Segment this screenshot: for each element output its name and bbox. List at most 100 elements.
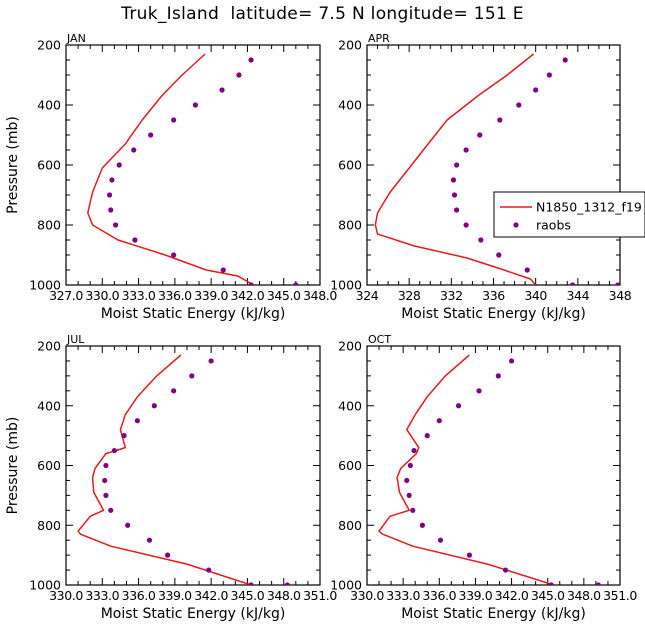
x-tick-label: 330.0: [350, 588, 384, 603]
raob-point: [236, 72, 242, 78]
raob-point: [455, 403, 462, 409]
raob-point: [404, 477, 410, 484]
x-tick-label: 342.0: [495, 588, 529, 603]
x-tick-label: 340: [524, 288, 547, 303]
model-line: [77, 354, 252, 585]
y-tick-label: 400: [338, 98, 362, 113]
x-tick-label: 328: [398, 288, 421, 303]
panel-label: OCT: [368, 333, 391, 346]
y-tick-label: 1000: [330, 278, 362, 293]
raob-point: [466, 552, 473, 558]
y-tick-label: 400: [37, 398, 61, 413]
raob-point: [450, 177, 457, 183]
raob-point: [424, 433, 430, 439]
raob-point: [192, 102, 199, 108]
raob-point: [208, 358, 214, 364]
y-tick-label: 600: [37, 458, 61, 473]
raob-point: [406, 492, 412, 498]
x-tick-label: 336.0: [422, 588, 456, 603]
x-tick-label: 333.0: [386, 588, 420, 603]
raob-point: [103, 462, 109, 469]
raob-point: [533, 87, 539, 93]
raob-point: [106, 192, 113, 198]
raob-point: [112, 222, 119, 228]
x-tick-label: 344: [566, 288, 589, 303]
raob-point: [148, 132, 154, 138]
raob-point: [108, 507, 114, 513]
raob-point: [151, 403, 157, 409]
raob-point: [109, 177, 115, 183]
raob-point: [293, 282, 299, 285]
raob-point: [102, 477, 108, 484]
raob-point: [463, 222, 469, 228]
legend-label: raobs: [536, 218, 571, 233]
x-tick-label: 348.0: [567, 588, 601, 603]
raob-point: [132, 237, 138, 243]
raob-point: [407, 462, 413, 469]
raob-point: [171, 388, 177, 394]
page-title: Truk_Island latitude= 7.5 N longitude= 1…: [121, 4, 524, 24]
plot-area: [378, 354, 601, 585]
raob-point: [437, 537, 444, 543]
legend-dot-swatch: [513, 222, 519, 228]
model-line: [378, 354, 554, 585]
y-tick-label: 800: [37, 218, 61, 233]
raob-point: [111, 447, 117, 454]
raob-point: [548, 582, 554, 585]
raob-point: [248, 582, 254, 585]
y-tick-label: 600: [338, 458, 362, 473]
x-axis-title: Moist Static Energy (kJ/kg): [401, 606, 586, 622]
raob-point: [419, 522, 426, 528]
raob-point: [451, 192, 458, 198]
y-tick-label: 1000: [29, 278, 61, 293]
x-tick-label: 332: [440, 288, 463, 303]
raob-point: [497, 117, 503, 123]
raob-point: [171, 252, 177, 258]
x-axis-title: Moist Static Energy (kJ/kg): [401, 306, 586, 322]
raob-point: [463, 147, 469, 153]
y-tick-label: 1000: [29, 578, 61, 593]
x-tick-label: 345.0: [231, 588, 265, 603]
raob-point: [496, 252, 502, 258]
x-tick-label: 351.0: [603, 588, 637, 603]
raob-point: [477, 132, 483, 138]
raob-point: [219, 87, 225, 93]
raob-point: [495, 373, 501, 379]
raob-point: [108, 207, 114, 213]
raob-point: [103, 492, 109, 498]
plot-frame: [366, 44, 621, 286]
plot-area: [87, 53, 299, 285]
raob-point: [516, 102, 522, 108]
raob-point: [411, 447, 417, 454]
y-tick-label: 400: [37, 98, 61, 113]
plot-frame: [65, 44, 321, 286]
raob-point: [615, 282, 620, 285]
raob-point: [546, 72, 552, 78]
y-tick-label: 800: [37, 518, 61, 533]
x-tick-label: 345.0: [267, 288, 301, 303]
raob-point: [125, 522, 131, 528]
y-tick-label: 200: [338, 339, 362, 354]
x-tick-label: 345.0: [531, 588, 565, 603]
legend-label: N1850_1312_f19: [536, 200, 642, 215]
panel-label: JUL: [66, 333, 85, 346]
y-tick-label: 200: [37, 339, 61, 354]
plot-area: [77, 354, 290, 585]
raob-point: [165, 552, 171, 558]
x-tick-label: 330.0: [85, 288, 119, 303]
raob-point: [146, 537, 153, 543]
x-tick-label: 339.0: [158, 588, 192, 603]
x-tick-label: 330.0: [49, 588, 83, 603]
y-tick-label: 200: [37, 38, 61, 53]
raob-point: [454, 207, 460, 213]
model-line: [374, 53, 537, 285]
x-tick-label: 351.0: [303, 588, 337, 603]
raob-point: [436, 418, 442, 424]
raob-point: [134, 418, 140, 424]
raob-point: [206, 567, 212, 573]
raob-point: [248, 57, 254, 63]
raob-point: [131, 147, 137, 153]
x-tick-label: 342.0: [194, 588, 228, 603]
